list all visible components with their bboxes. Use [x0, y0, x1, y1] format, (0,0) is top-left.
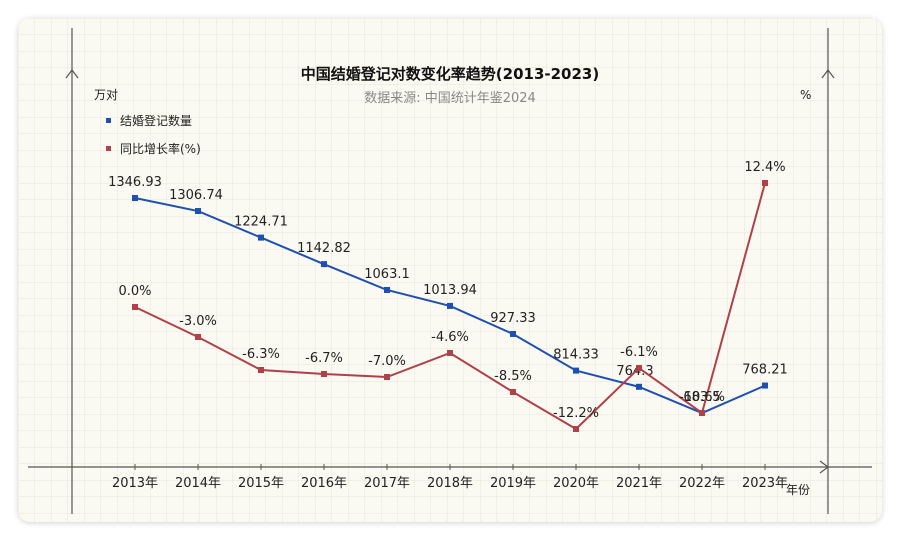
data-point-growth	[447, 350, 453, 356]
data-label-marriages: 1063.1	[364, 267, 410, 282]
left-axis-arrow	[65, 69, 79, 79]
x-tick-label: 2020年	[553, 476, 599, 491]
data-point-growth	[699, 410, 705, 416]
data-label-growth: -7.0%	[368, 354, 406, 369]
data-label-marriages: 1224.71	[234, 215, 288, 230]
legend-swatch-marriages	[106, 118, 111, 123]
data-point-marriages	[258, 234, 264, 241]
x-tick-label: 2018年	[427, 476, 473, 491]
data-point-marriages	[510, 330, 516, 337]
legend-label-marriages: 结婚登记数量	[120, 113, 192, 128]
x-axis-arrow	[819, 460, 829, 474]
data-point-growth	[195, 334, 201, 340]
grid-background	[18, 18, 882, 522]
data-point-growth	[384, 374, 390, 380]
chart-card: 中国结婚登记对数变化率趋势(2013-2023) 数据来源: 中国统计年鉴202…	[18, 18, 882, 522]
x-tick-label: 2023年	[742, 476, 788, 491]
chart-svg: 中国结婚登记对数变化率趋势(2013-2023) 数据来源: 中国统计年鉴202…	[18, 18, 882, 522]
data-point-growth	[573, 426, 579, 432]
data-point-marriages	[384, 286, 390, 293]
data-point-marriages	[447, 302, 453, 309]
data-label-marriages: 1306.74	[169, 188, 223, 203]
data-label-marriages: 1013.94	[423, 283, 477, 298]
data-point-growth	[510, 389, 516, 395]
data-label-growth: -6.3%	[242, 347, 280, 362]
data-label-marriages: 683.5	[683, 390, 720, 405]
data-label-growth: -8.5%	[494, 369, 532, 384]
data-point-growth	[636, 365, 642, 371]
plot-area: 1346.93 1306.74 1224.71 1142.82 1063.1 1013.9…	[108, 160, 788, 432]
data-label-marriages: 1142.82	[297, 241, 351, 256]
right-axis-unit: %	[800, 88, 811, 102]
data-point-marriages	[762, 382, 768, 389]
data-point-marriages	[195, 208, 201, 215]
x-tick-label: 2014年	[175, 476, 221, 491]
data-label-growth: 12.4%	[744, 160, 785, 175]
data-label-growth: -6.1%	[620, 345, 658, 360]
x-tick-label: 2021年	[616, 476, 662, 491]
x-tick-label: 2019年	[490, 476, 536, 491]
data-label-growth: -10.6%	[679, 390, 725, 405]
data-label-growth: 0.0%	[118, 284, 151, 299]
data-label-marriages: 814.33	[553, 348, 599, 363]
data-point-marriages	[573, 367, 579, 374]
data-point-growth	[132, 304, 138, 310]
data-point-marriages	[321, 261, 327, 268]
data-label-growth: -12.2%	[553, 406, 599, 421]
data-label-growth: -6.7%	[305, 351, 343, 366]
left-axis-unit: 万对	[94, 88, 118, 102]
data-point-growth	[762, 180, 768, 186]
x-tick-label: 2017年	[364, 476, 410, 491]
x-tick-labels: 2013年 2014年 2015年 2016年 2017年 2018年 2019年 2020年…	[112, 464, 788, 491]
right-axis-arrow	[821, 69, 835, 79]
legend-swatch-growth	[106, 146, 111, 151]
chart-title: 中国结婚登记对数变化率趋势(2013-2023)	[301, 65, 599, 83]
chart-subtitle: 数据来源: 中国统计年鉴2024	[364, 91, 536, 106]
x-tick-label: 2022年	[679, 476, 725, 491]
data-label-marriages: 1346.93	[108, 175, 162, 190]
data-label-marriages: 768.21	[742, 363, 788, 378]
data-point-marriages	[132, 195, 138, 201]
data-point-growth	[258, 367, 264, 373]
data-label-growth: -3.0%	[179, 314, 217, 329]
legend-label-growth: 同比增长率(%)	[120, 141, 201, 156]
x-tick-label: 2015年	[238, 476, 284, 491]
x-tick-label: 2013年	[112, 476, 158, 491]
data-point-growth	[321, 371, 327, 377]
x-axis-label: 年份	[786, 483, 810, 497]
data-point-marriages	[636, 383, 642, 390]
legend: 结婚登记数量 同比增长率(%)	[106, 113, 201, 156]
data-label-marriages: 927.33	[490, 311, 536, 326]
data-label-growth: -4.6%	[431, 330, 469, 345]
x-tick-label: 2016年	[301, 476, 347, 491]
